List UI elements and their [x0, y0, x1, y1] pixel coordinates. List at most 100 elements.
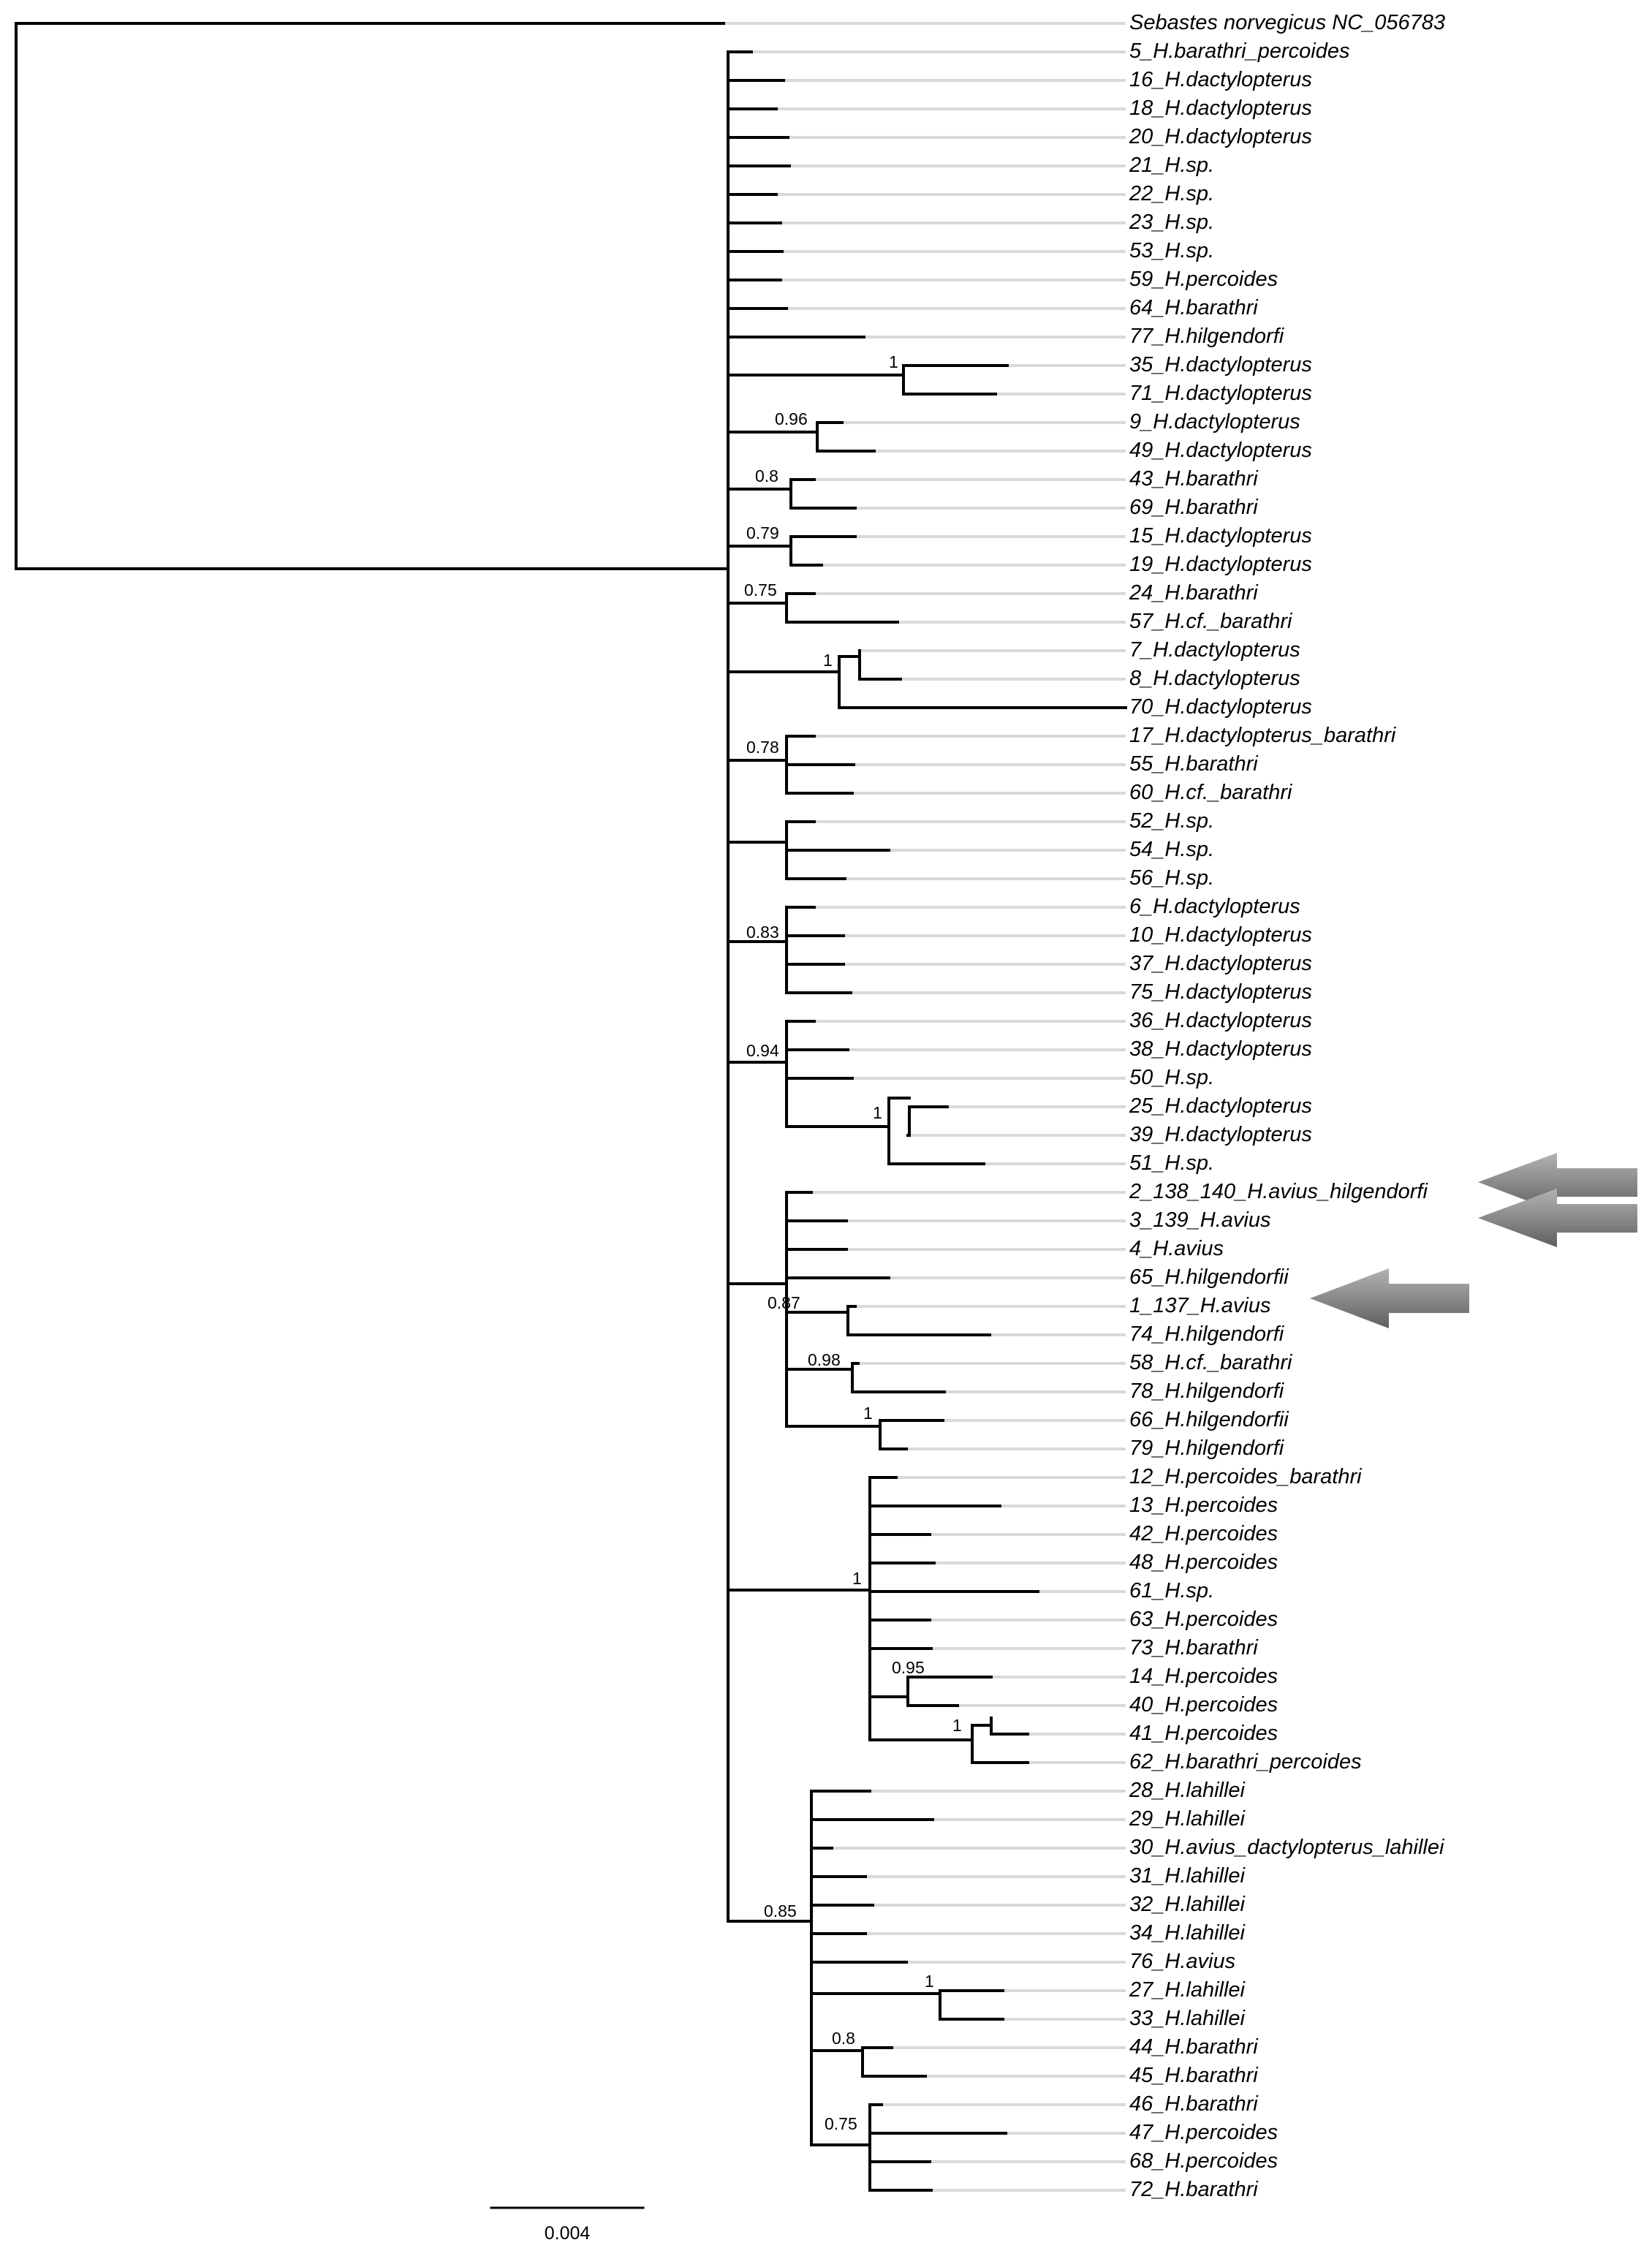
tip-label: 3_139_H.avius: [1129, 1208, 1270, 1232]
tip-label: 60_H.cf._barathri: [1129, 781, 1293, 804]
tip-label: 39_H.dactylopterus: [1129, 1123, 1312, 1146]
tip-label: 9_H.dactylopterus: [1129, 410, 1300, 434]
tip-label: 17_H.dactylopterus_barathri: [1129, 724, 1397, 747]
tip-label: 46_H.barathri: [1129, 2092, 1259, 2116]
tip-label: 58_H.cf._barathri: [1129, 1351, 1293, 1374]
tip-label: 73_H.barathri: [1129, 1636, 1259, 1659]
support-value: 0.78: [746, 738, 779, 757]
tip-label: 55_H.barathri: [1129, 752, 1259, 776]
tip-label: 2_138_140_H.avius_hilgendorfi: [1129, 1180, 1428, 1203]
tip-label: 59_H.percoides: [1129, 268, 1278, 291]
scale-bar-label: 0.004: [545, 2223, 591, 2244]
tip-label: 71_H.dactylopterus: [1129, 382, 1312, 405]
support-value: 0.8: [755, 466, 778, 485]
tip-label: 29_H.lahillei: [1129, 1807, 1246, 1831]
tip-label: 33_H.lahillei: [1129, 2007, 1246, 2030]
tip-label: 18_H.dactylopterus: [1129, 96, 1312, 120]
tip-labels: Sebastes norvegicus NC_056783 5_H.barath…: [1129, 11, 1445, 2201]
tip-label: 4_H.avius: [1129, 1237, 1224, 1260]
tip-label: 65_H.hilgendorfii: [1129, 1265, 1289, 1289]
support-value: 1: [889, 352, 898, 371]
tip-label: 54_H.sp.: [1129, 838, 1214, 861]
tip-label: 69_H.barathri: [1129, 496, 1259, 519]
tip-label: 44_H.barathri: [1129, 2035, 1259, 2059]
tip-label: 32_H.lahillei: [1129, 1893, 1246, 1916]
support-value: 1: [823, 651, 833, 670]
tip-label: 61_H.sp.: [1129, 1579, 1214, 1602]
highlight-arrows: [1310, 1153, 1637, 1328]
support-values: 1 0.96 0.8 0.79 0.75 1 0.78 0.83 0.94 1 …: [744, 352, 962, 2133]
tip-label: 8_H.dactylopterus: [1129, 667, 1300, 690]
tip-label: 64_H.barathri: [1129, 296, 1259, 319]
support-value: 0.95: [892, 1658, 925, 1677]
tip-label: 57_H.cf._barathri: [1129, 610, 1293, 633]
support-value: 0.96: [775, 409, 808, 428]
tip-label: 25_H.dactylopterus: [1129, 1094, 1312, 1118]
tip-label: 22_H.sp.: [1129, 182, 1214, 205]
tip-label: 48_H.percoides: [1129, 1551, 1278, 1574]
tip-label: 63_H.percoides: [1129, 1608, 1278, 1631]
tip-label: 27_H.lahillei: [1129, 1978, 1246, 2002]
tip-label: 49_H.dactylopterus: [1129, 439, 1312, 462]
tip-label: 28_H.lahillei: [1129, 1779, 1246, 1802]
tip-guide-lines: [724, 22, 1126, 2192]
tip-label: 68_H.percoides: [1129, 2149, 1278, 2173]
tip-label: 31_H.lahillei: [1129, 1864, 1246, 1888]
tip-label: 15_H.dactylopterus: [1129, 524, 1312, 548]
tip-label: 13_H.percoides: [1129, 1494, 1278, 1517]
tip-label: 30_H.avius_dactylopterus_lahillei: [1129, 1836, 1445, 1859]
tip-label: 14_H.percoides: [1129, 1665, 1278, 1688]
support-value: 1: [863, 1404, 873, 1423]
support-value: 0.75: [744, 580, 777, 599]
tip-label: 52_H.sp.: [1129, 809, 1214, 833]
tip-label: 75_H.dactylopterus: [1129, 980, 1312, 1004]
tip-label: 47_H.percoides: [1129, 2121, 1278, 2144]
tip-label: 6_H.dactylopterus: [1129, 895, 1300, 918]
tip-label: 36_H.dactylopterus: [1129, 1009, 1312, 1032]
tip-label: 37_H.dactylopterus: [1129, 952, 1312, 975]
tree-branches: [15, 22, 1127, 2192]
tip-label: 21_H.sp.: [1129, 154, 1214, 177]
tip-label: 43_H.barathri: [1129, 467, 1259, 491]
support-value: 0.98: [808, 1350, 841, 1369]
tip-label: 12_H.percoides_barathri: [1129, 1465, 1363, 1488]
tip-label: 51_H.sp.: [1129, 1151, 1214, 1175]
tip-label: 20_H.dactylopterus: [1129, 125, 1312, 148]
tip-label: 74_H.hilgendorfi: [1129, 1322, 1285, 1346]
support-value: 1: [925, 1972, 934, 1991]
support-value: 1: [852, 1569, 862, 1588]
tip-label: 23_H.sp.: [1129, 211, 1214, 234]
tip-label: 10_H.dactylopterus: [1129, 923, 1312, 947]
arrow-icon: [1478, 1189, 1637, 1247]
tip-label: 76_H.avius: [1129, 1950, 1235, 1973]
tip-label: 34_H.lahillei: [1129, 1921, 1246, 1945]
tip-label: 77_H.hilgendorfi: [1129, 325, 1285, 348]
tip-label: 72_H.barathri: [1129, 2178, 1259, 2201]
scale-bar: 0.004: [490, 2206, 645, 2244]
support-value: 0.8: [832, 2029, 855, 2048]
tip-label: 78_H.hilgendorfi: [1129, 1380, 1285, 1403]
arrow-icon: [1310, 1268, 1469, 1328]
tip-label: 66_H.hilgendorfii: [1129, 1408, 1289, 1431]
tip-label: 45_H.barathri: [1129, 2064, 1259, 2087]
tip-label: 41_H.percoides: [1129, 1722, 1278, 1745]
tip-label: 19_H.dactylopterus: [1129, 553, 1312, 576]
tip-label: 50_H.sp.: [1129, 1066, 1214, 1089]
support-value: 0.79: [746, 523, 779, 542]
tip-label: 24_H.barathri: [1129, 581, 1259, 605]
tip-label: 70_H.dactylopterus: [1129, 695, 1312, 719]
tip-label: 1_137_H.avius: [1129, 1294, 1270, 1317]
support-value: 0.85: [764, 1901, 797, 1920]
tip-label: 40_H.percoides: [1129, 1693, 1278, 1717]
tip-label: 5_H.barathri_percoides: [1129, 39, 1349, 63]
tip-label: 38_H.dactylopterus: [1129, 1037, 1312, 1061]
support-value: 1: [873, 1103, 882, 1122]
tip-label: 56_H.sp.: [1129, 866, 1214, 890]
tip-label: 62_H.barathri_percoides: [1129, 1750, 1362, 1774]
outgroup-label: Sebastes norvegicus NC_056783: [1129, 11, 1445, 34]
support-value: 0.75: [825, 2114, 857, 2133]
tip-label: 53_H.sp.: [1129, 239, 1214, 262]
arrow-icon: [1478, 1153, 1637, 1212]
support-value: 1: [952, 1716, 962, 1735]
